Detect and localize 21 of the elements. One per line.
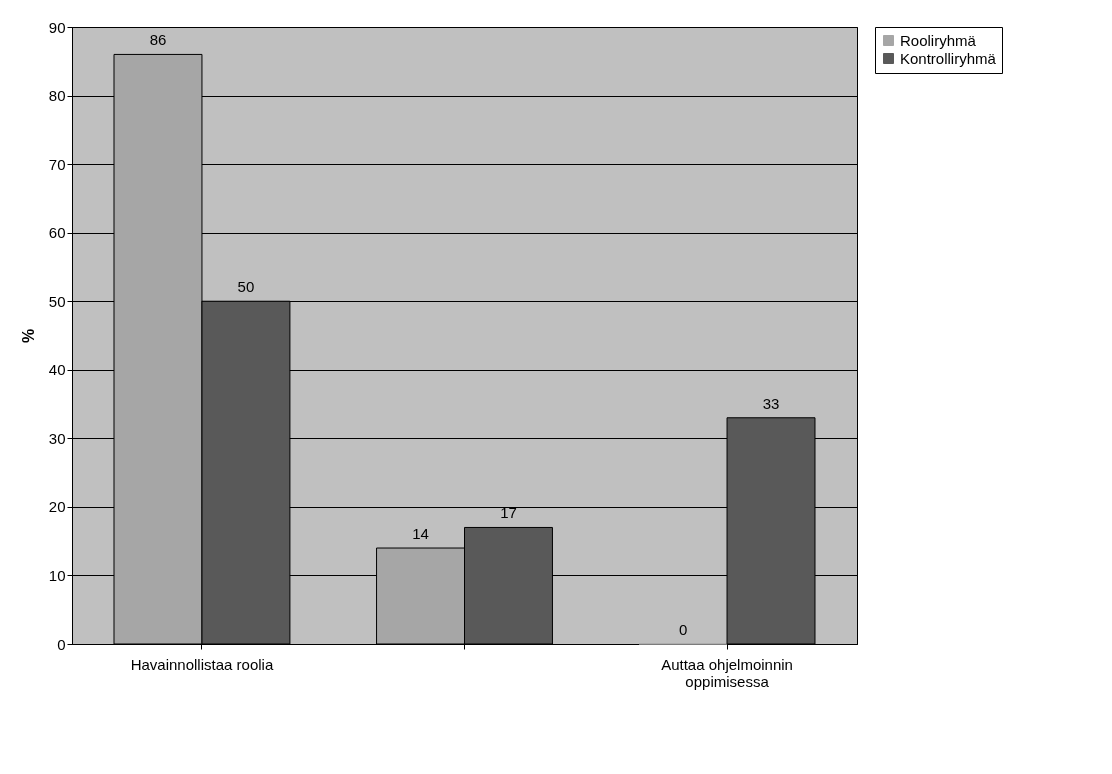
data-label: 14 bbox=[412, 525, 429, 543]
data-label: 17 bbox=[500, 504, 517, 522]
data-label: 50 bbox=[237, 278, 255, 296]
y-tick-label: 70 bbox=[48, 155, 66, 173]
data-label: 0 bbox=[678, 621, 688, 638]
y-tick-label: 80 bbox=[48, 87, 66, 105]
y-tick-label: 30 bbox=[48, 429, 66, 447]
y-tick-label: 0 bbox=[57, 635, 66, 653]
data-label: 86 bbox=[149, 31, 167, 49]
y-tick-label: 20 bbox=[48, 498, 66, 516]
y-tick-label: 60 bbox=[48, 224, 66, 242]
y-tick-label: 10 bbox=[48, 566, 66, 584]
y-tick-label: 40 bbox=[48, 361, 66, 379]
y-axis-title: % bbox=[19, 328, 37, 344]
y-tick-label: 50 bbox=[48, 292, 66, 310]
x-tick-label: Havainnollistaa roolia bbox=[130, 655, 274, 673]
x-tick-label: Auttaa ohjelmoinnin oppimisessa bbox=[661, 655, 793, 690]
data-label: 33 bbox=[762, 394, 780, 412]
legend-label: Kontrolliryhmä bbox=[900, 49, 997, 67]
y-tick-label: 90 bbox=[48, 18, 66, 36]
legend-label: Rooliryhmä bbox=[900, 31, 977, 49]
